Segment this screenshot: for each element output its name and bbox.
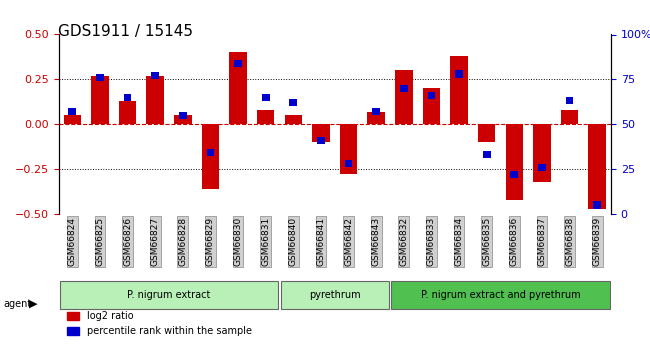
Text: GSM66839: GSM66839 <box>593 217 602 266</box>
Bar <box>478 124 495 142</box>
Bar <box>510 171 518 178</box>
Text: GSM66831: GSM66831 <box>261 217 270 266</box>
Bar <box>483 151 491 158</box>
Text: GSM66842: GSM66842 <box>344 217 353 266</box>
Text: GSM66838: GSM66838 <box>565 217 574 266</box>
Bar <box>344 160 352 167</box>
Bar <box>229 52 247 124</box>
Text: agent: agent <box>3 299 31 308</box>
Bar <box>289 99 297 106</box>
Text: GSM66829: GSM66829 <box>206 217 215 266</box>
Bar <box>68 108 76 115</box>
Bar <box>234 60 242 67</box>
Bar <box>428 92 436 99</box>
Bar <box>450 56 468 124</box>
Bar <box>367 112 385 124</box>
Text: GSM66830: GSM66830 <box>233 217 242 266</box>
Legend: log2 ratio, percentile rank within the sample: log2 ratio, percentile rank within the s… <box>63 307 255 340</box>
Bar <box>146 76 164 124</box>
Bar <box>561 110 579 124</box>
Bar <box>317 137 325 144</box>
Bar <box>257 110 274 124</box>
Text: pyrethrum: pyrethrum <box>309 290 361 300</box>
FancyBboxPatch shape <box>281 281 389 309</box>
Text: GSM66843: GSM66843 <box>372 217 381 266</box>
Text: GSM66837: GSM66837 <box>538 217 547 266</box>
Text: GSM66833: GSM66833 <box>427 217 436 266</box>
Bar <box>119 101 136 124</box>
Bar <box>593 201 601 208</box>
Bar <box>179 112 187 119</box>
Bar <box>285 115 302 124</box>
Text: GDS1911 / 15145: GDS1911 / 15145 <box>58 24 194 39</box>
Text: P. nigrum extract: P. nigrum extract <box>127 290 211 300</box>
Bar <box>96 74 104 81</box>
Bar <box>174 115 192 124</box>
Bar <box>151 72 159 79</box>
Bar <box>91 76 109 124</box>
Bar <box>207 149 215 157</box>
Bar <box>64 115 81 124</box>
Bar <box>372 108 380 115</box>
Bar <box>340 124 358 175</box>
Bar <box>533 124 551 181</box>
Text: ▶: ▶ <box>29 299 38 308</box>
Text: GSM66832: GSM66832 <box>399 217 408 266</box>
Bar <box>588 124 606 208</box>
Bar <box>262 94 270 101</box>
Bar <box>538 164 546 171</box>
Bar <box>455 70 463 78</box>
Bar <box>395 70 413 124</box>
Text: GSM66834: GSM66834 <box>454 217 463 266</box>
Text: GSM66835: GSM66835 <box>482 217 491 266</box>
Text: GSM66824: GSM66824 <box>68 217 77 266</box>
FancyBboxPatch shape <box>60 281 278 309</box>
Bar <box>422 88 440 124</box>
Text: GSM66840: GSM66840 <box>289 217 298 266</box>
Text: GSM66826: GSM66826 <box>123 217 132 266</box>
Bar <box>566 97 573 105</box>
FancyBboxPatch shape <box>391 281 610 309</box>
Text: GSM66825: GSM66825 <box>96 217 105 266</box>
Text: GSM66827: GSM66827 <box>151 217 160 266</box>
Bar <box>506 124 523 199</box>
Bar <box>400 85 408 92</box>
Bar <box>312 124 330 142</box>
Text: GSM66836: GSM66836 <box>510 217 519 266</box>
Text: P. nigrum extract and pyrethrum: P. nigrum extract and pyrethrum <box>421 290 580 300</box>
Text: GSM66841: GSM66841 <box>317 217 326 266</box>
Bar <box>124 94 131 101</box>
Bar <box>202 124 219 189</box>
Text: GSM66828: GSM66828 <box>178 217 187 266</box>
